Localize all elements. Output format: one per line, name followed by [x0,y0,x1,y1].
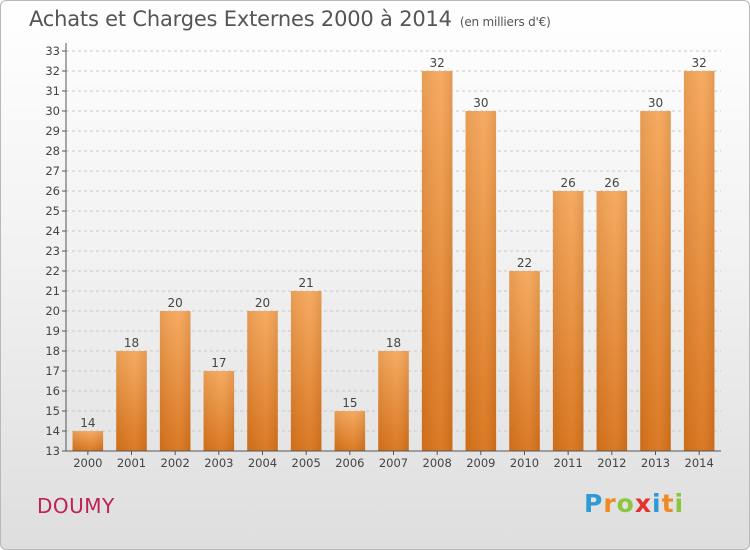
bar-shade [421,71,453,451]
y-tick-label: 27 [45,164,60,178]
x-tick-label: 2000 [73,456,102,470]
bar-shade [159,311,191,451]
data-label: 15 [342,396,357,410]
bar-shade [465,111,497,451]
data-label: 30 [473,96,488,110]
data-label: 30 [648,96,663,110]
y-tick-label: 26 [45,184,60,198]
y-tick-label: 20 [45,304,60,318]
bar-shade [72,431,104,451]
data-label: 26 [604,176,619,190]
chart-subtitle: (en milliers d'€) [459,15,551,29]
x-tick-label: 2007 [379,456,408,470]
logo-letter: i [674,489,685,518]
y-tick-label: 17 [45,364,60,378]
y-tick-label: 13 [45,444,60,458]
x-tick-label: 2006 [335,456,364,470]
y-tick-label: 30 [45,104,60,118]
data-label: 17 [211,356,226,370]
bar-shade [640,111,671,451]
bar-shade [290,291,322,451]
logo-letter: i [652,489,662,518]
logo-letter: o [616,489,635,518]
commune-name: DOUMY [37,494,115,518]
x-tick-label: 2008 [423,456,452,470]
logo-letter: t [661,489,675,518]
data-label: 20 [168,296,183,310]
bar-shade [683,71,715,451]
data-label: 21 [299,276,314,290]
data-label: 18 [386,336,401,350]
bar-shade [116,351,147,451]
data-label: 18 [124,336,139,350]
y-tick-label: 29 [45,124,60,138]
axes [62,43,721,455]
bar-shade [334,411,366,451]
bar-shade [247,311,278,451]
y-tick-label: 31 [45,84,60,98]
y-tick-label: 18 [45,344,60,358]
x-tick-label: 2011 [554,456,583,470]
x-tick-label: 2014 [685,456,714,470]
bar-shade [596,191,628,451]
bar-shade [509,271,540,451]
bars [72,71,715,451]
chart-title: Achats et Charges Externes 2000 à 2014 [29,7,452,31]
y-tick-label: 33 [45,44,60,58]
y-tick-label: 15 [45,404,60,418]
x-tick-label: 2009 [466,456,495,470]
y-tick-label: 14 [45,424,60,438]
bar-shade [203,371,235,451]
data-label: 20 [255,296,270,310]
y-tick-label: 28 [45,144,60,158]
data-label: 14 [80,416,95,430]
x-tick-label: 2012 [597,456,626,470]
y-tick-label: 24 [45,224,60,238]
y-tick-label: 25 [45,204,60,218]
y-tick-label: 16 [45,384,60,398]
chart-title-block: Achats et Charges Externes 2000 à 2014 (e… [29,7,551,31]
y-tick-label: 32 [45,64,60,78]
data-label: 22 [517,256,532,270]
proxiti-logo: Proxiti [584,489,684,518]
labels: 13 14 15 16 17 18 19 20 21 22 23 24 25 26 27 28 29 30 31 32… [45,44,713,470]
data-label: 32 [430,56,445,70]
x-tick-label: 2005 [292,456,321,470]
x-tick-label: 2004 [248,456,277,470]
x-tick-label: 2010 [510,456,539,470]
x-tick-label: 2001 [117,456,146,470]
data-label: 26 [561,176,576,190]
x-tick-label: 2002 [161,456,190,470]
bar-shade [378,351,409,451]
y-tick-label: 23 [45,244,60,258]
bar-shade [552,191,584,451]
y-tick-label: 21 [45,284,60,298]
x-tick-label: 2013 [641,456,670,470]
y-tick-label: 22 [45,264,60,278]
data-label: 32 [692,56,707,70]
x-tick-label: 2003 [204,456,233,470]
logo-letter: P [584,489,604,518]
y-tick-label: 19 [45,324,60,338]
logo-letter: x [634,489,652,518]
logo-letter: r [603,489,617,518]
